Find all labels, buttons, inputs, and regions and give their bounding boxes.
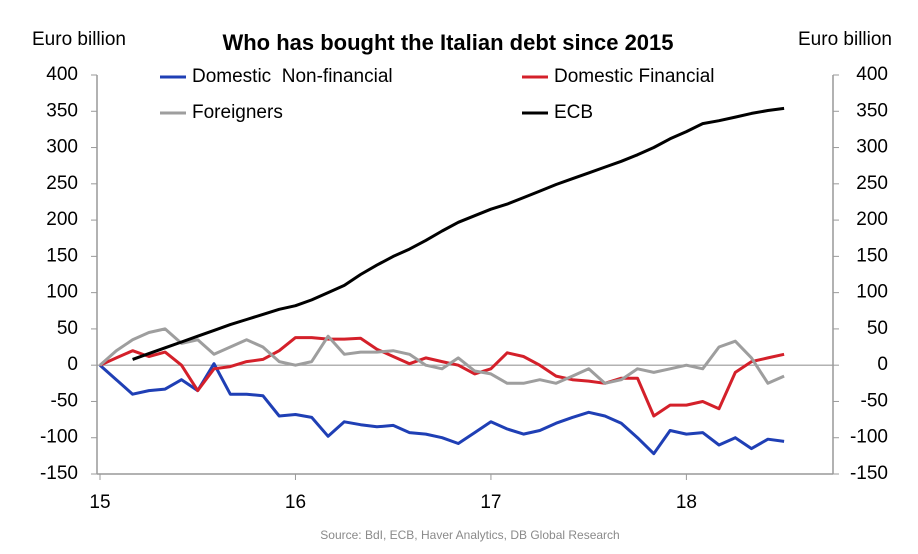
- y-tick-label: 350: [46, 100, 78, 121]
- y2-tick-label: 50: [867, 318, 888, 339]
- y-tick-label: 250: [46, 173, 78, 194]
- y2-tick-label: 250: [856, 173, 888, 194]
- x-tick-label: 17: [480, 492, 501, 513]
- y2-tick-label: 400: [856, 64, 888, 85]
- series-line: [99, 327, 785, 385]
- chart-title: Who has bought the Italian debt since 20…: [222, 30, 673, 55]
- y2-axis-label: Euro billion: [798, 29, 892, 50]
- legend-label: Foreigners: [192, 102, 283, 123]
- y-tick-label: -50: [51, 390, 78, 411]
- series-line: [99, 336, 785, 418]
- y-tick-label: 400: [46, 64, 78, 85]
- y2-tick-label: 0: [877, 354, 888, 375]
- x-tick-label: 15: [89, 492, 110, 513]
- y2-tick-label: 200: [856, 209, 888, 230]
- source: Source: BdI, ECB, Haver Analytics, DB Gl…: [320, 528, 619, 542]
- legend-label: Domestic Financial: [554, 66, 715, 87]
- legend-label: Domestic Non-financial: [192, 66, 393, 87]
- y2-tick-label: 350: [856, 100, 888, 121]
- y-tick-label: 0: [67, 354, 78, 375]
- series-line: [99, 362, 785, 456]
- y-tick-label: 300: [46, 137, 78, 158]
- y-tick-label: 50: [57, 318, 78, 339]
- y-tick-label: 150: [46, 245, 78, 266]
- y2-tick-label: 300: [856, 137, 888, 158]
- y2-tick-label: -50: [861, 390, 888, 411]
- y2-tick-label: 150: [856, 245, 888, 266]
- y-tick-label: 200: [46, 209, 78, 230]
- series-line: [132, 106, 785, 361]
- x-tick-label: 18: [676, 492, 697, 513]
- y-tick-label: -150: [40, 463, 78, 484]
- y-axis-label: Euro billion: [32, 29, 126, 50]
- y-tick-label: -100: [40, 427, 78, 448]
- y2-tick-label: -150: [850, 463, 888, 484]
- y2-tick-label: -100: [850, 427, 888, 448]
- y-tick-label: 100: [46, 282, 78, 303]
- x-tick-label: 16: [285, 492, 306, 513]
- legend-label: ECB: [554, 102, 593, 123]
- y2-tick-label: 100: [856, 282, 888, 303]
